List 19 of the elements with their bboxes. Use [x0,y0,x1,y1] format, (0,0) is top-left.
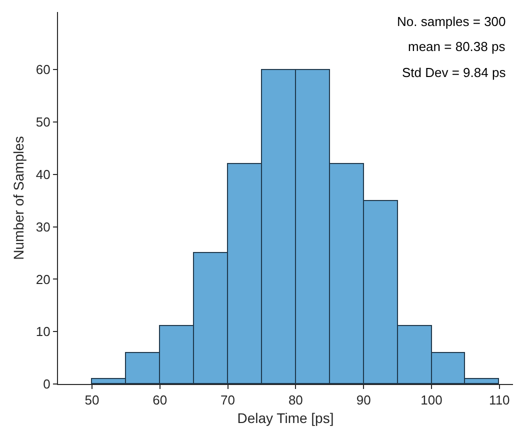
y-axis-title: Number of Samples [10,136,27,260]
x-tick-label: 100 [420,392,442,408]
x-axis-title: Delay Time [ps] [237,410,334,426]
annotation: No. samples = 300 [397,14,506,29]
y-tick-label: 50 [36,114,50,130]
annotation: Std Dev = 9.84 ps [402,65,506,80]
x-tick-label: 80 [288,392,303,408]
x-tick-label: 90 [356,392,371,408]
x-tick-label: 110 [489,392,510,408]
y-tick-label: 40 [36,166,50,182]
y-tick-label: 10 [36,324,50,340]
y-tick-label: 30 [36,219,50,234]
x-tick-label: 50 [84,392,100,408]
x-tick-label: 70 [220,392,236,408]
annotation: mean = 80.38 ps [408,39,506,54]
y-tick-label: 0 [43,376,50,392]
y-tick-label: 20 [36,272,50,287]
y-tick-label: 60 [36,62,50,78]
x-tick-label: 60 [152,392,168,408]
